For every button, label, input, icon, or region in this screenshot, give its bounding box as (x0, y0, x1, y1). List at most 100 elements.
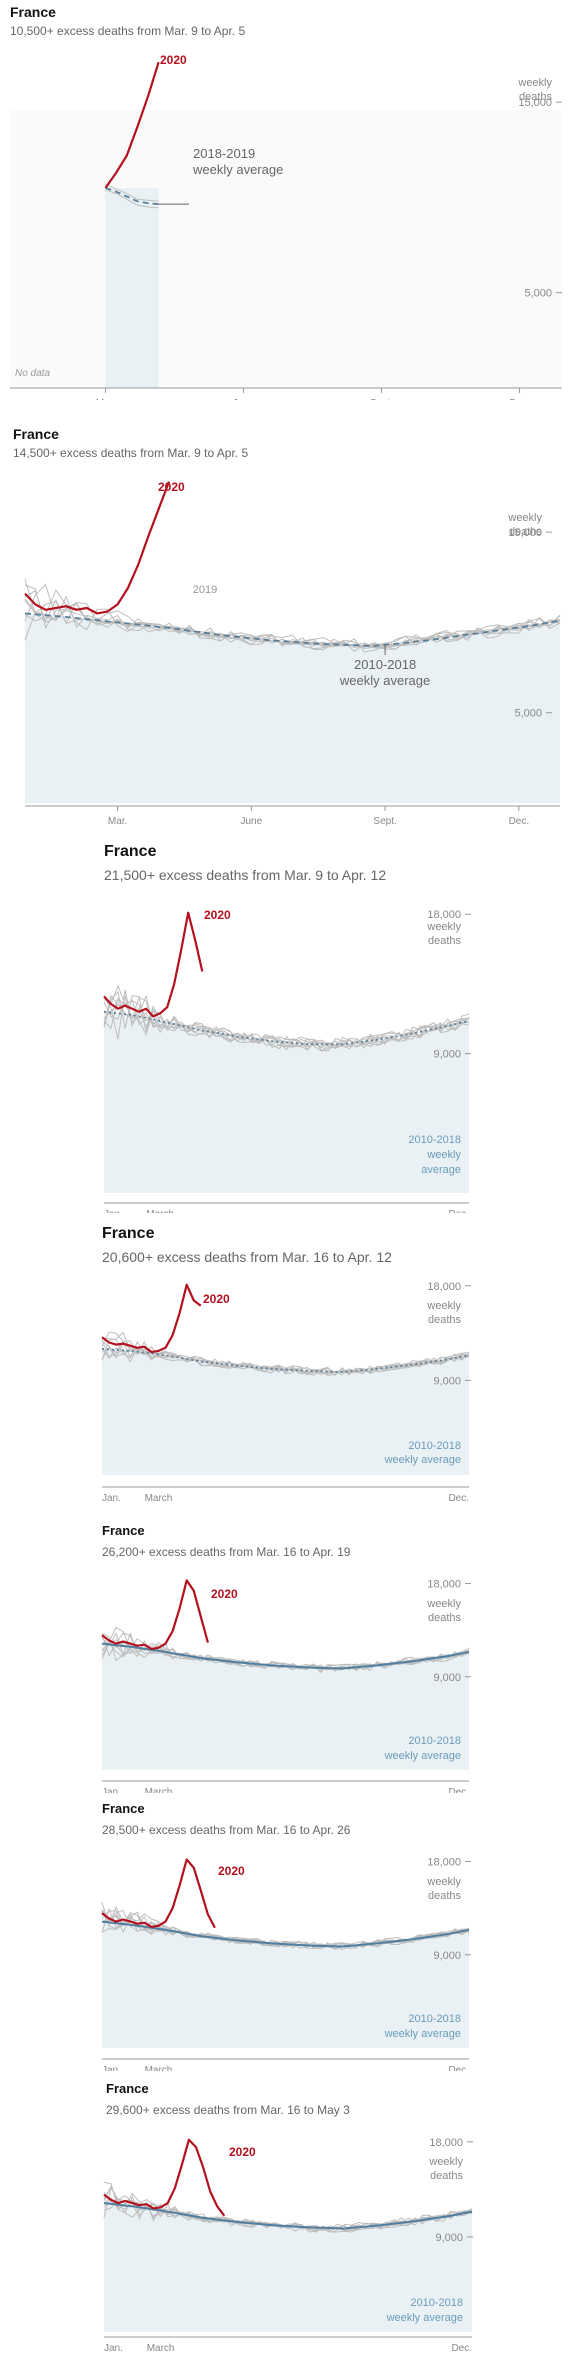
x-tick-label: Jan. (102, 2065, 121, 2071)
y-tick-label: 9,000 (433, 1672, 461, 1684)
year-2019-label: 2019 (193, 584, 217, 596)
x-tick-label: Dec. (448, 1787, 469, 1793)
y-tick-label: 15,000 (518, 97, 552, 109)
prior-year-line (103, 997, 470, 1050)
y-tick-label: 9,000 (435, 2232, 463, 2244)
chart-panel-6: France 28,500+ excess deaths from Mar. 1… (0, 1801, 574, 2071)
x-tick-label: Jan. (104, 1209, 123, 1213)
chart-4-plot: 18,000 9,000 weekly deaths 2020 2010-2018 week… (101, 1281, 471, 1504)
baseline-area (25, 613, 560, 803)
y-unit-label: deaths (428, 935, 462, 947)
baseline-average-line (101, 1920, 470, 1948)
y-unit-label: weekly (507, 512, 542, 524)
x-tick-label: March (145, 2065, 173, 2071)
baseline-label: 2010-2018 (410, 2297, 463, 2309)
baseline-label: weekly average (386, 2312, 463, 2324)
chart-panel-5: France 26,200+ excess deaths from Mar. 1… (0, 1523, 574, 1793)
chart-5-plot: 18,000 9,000 weekly deaths 2020 2010-2018 week… (101, 1579, 471, 1793)
prior-year-line (101, 1340, 470, 1376)
baseline-area (104, 1011, 469, 1193)
y-unit-label: deaths (428, 1612, 462, 1624)
chart-subtitle: 14,500+ excess deaths from Mar. 9 to Apr… (13, 446, 249, 460)
y-tick-label: 18,000 (429, 2137, 463, 2149)
x-tick-label: Sept. (370, 398, 393, 400)
prior-year-line (24, 600, 561, 650)
chart-title: France (102, 1523, 145, 1538)
series-2020-line (24, 481, 171, 615)
x-tick-label: Jan. (102, 1493, 121, 1504)
series-2020-label: 2020 (203, 1292, 230, 1306)
baseline-label: weekly average (384, 1454, 461, 1466)
series-2020-line (103, 911, 204, 1018)
chart-3-plot: 18,000 9,000 weekly deaths 2020 2010-2018 week… (103, 908, 471, 1213)
prior-year-line (105, 189, 159, 209)
series-2020-label: 2020 (158, 480, 185, 494)
x-tick-label: Mar. (108, 816, 127, 827)
x-tick-label: March (145, 1493, 173, 1504)
prior-year-line (105, 183, 159, 202)
series-2020-line (101, 1579, 209, 1650)
y-unit-label: deaths (428, 1314, 462, 1326)
baseline-average-line (103, 1010, 470, 1046)
y-tick-label: 18,000 (427, 909, 461, 921)
y-tick-label: 18,000 (427, 1579, 461, 1591)
y-unit-label: deaths (430, 2170, 464, 2182)
x-tick-label: Dec. (509, 816, 530, 827)
y-tick-label: 18,000 (427, 1281, 461, 1293)
x-tick-label: Sept. (373, 816, 396, 827)
no-data-region (10, 110, 562, 388)
series-2020-label: 2020 (229, 2145, 256, 2159)
chart-title: France (102, 1225, 155, 1242)
y-tick-label: 9,000 (433, 1375, 461, 1387)
y-tick-label: 18,000 (427, 1857, 461, 1869)
y-unit-label: weekly (428, 2156, 463, 2168)
chart-panel-7: France 29,600+ excess deaths from Mar. 1… (0, 2081, 574, 2353)
y-unit-label: weekly (517, 77, 552, 89)
baseline-label: 2010-2018 (408, 1735, 461, 1747)
no-data-label: No data (15, 368, 50, 379)
chart-title: France (102, 1801, 145, 1816)
chart-subtitle: 26,200+ excess deaths from Mar. 16 to Ap… (102, 1545, 351, 1559)
baseline-average-line (101, 1642, 470, 1670)
y-tick-label: 9,000 (433, 1049, 461, 1061)
prior-year-line (101, 1331, 470, 1376)
chart-subtitle: 28,500+ excess deaths from Mar. 16 to Ap… (102, 1823, 351, 1837)
y-tick-label: 5,000 (514, 708, 542, 720)
x-tick-label: Dec. (448, 1209, 469, 1213)
series-2020-label: 2020 (160, 53, 187, 67)
series-2020-label: 2020 (211, 1587, 238, 1601)
y-unit-label: deaths (428, 1890, 462, 1902)
series-2020-line (101, 1283, 202, 1354)
baseline-label: weekly average (384, 1750, 461, 1762)
y-unit-label: weekly (426, 921, 461, 933)
x-tick-label: March (147, 2343, 175, 2353)
baseline-label: weekly average (339, 673, 430, 688)
baseline-label: weekly average (384, 2028, 461, 2040)
x-tick-label: March (146, 1209, 174, 1213)
x-tick-label: Dec. (509, 398, 530, 400)
y-unit-label: deaths (519, 91, 553, 103)
x-tick-label: June (233, 398, 255, 400)
x-tick-label: Dec. (451, 2343, 472, 2353)
baseline-area (104, 2203, 472, 2332)
baseline-label: weekly average (192, 162, 283, 177)
chart-1-plot: No data 15,000 5,000 weekly deaths 2020 2018-2… (10, 53, 562, 400)
baseline-label: 2010-2018 (408, 1134, 461, 1146)
x-tick-label: Jan. (104, 2343, 123, 2353)
y-unit-label: deaths (509, 526, 543, 538)
chart-6-plot: 18,000 9,000 weekly deaths 2020 2010-2018 week… (101, 1857, 471, 2071)
series-2020-label: 2020 (218, 1864, 245, 1878)
y-unit-label: weekly (426, 1300, 461, 1312)
baseline-label: 2018-2019 (193, 146, 255, 161)
chart-subtitle: 20,600+ excess deaths from Mar. 16 to Ap… (102, 1249, 392, 1265)
baseline-average-line (103, 2202, 473, 2230)
baseline-area (102, 1643, 469, 1770)
x-tick-label: March (145, 1787, 173, 1793)
chart-panel-4: France 20,600+ excess deaths from Mar. 1… (0, 1225, 574, 1505)
x-tick-label: Dec. (448, 1493, 469, 1504)
series-2020-line (104, 61, 160, 189)
baseline-label: average (421, 1164, 461, 1176)
chart-7-plot: 18,000 9,000 weekly deaths 2020 2010-2018 week… (103, 2137, 473, 2353)
series-2020-line (101, 1858, 216, 1929)
chart-panel-2: France 14,500+ excess deaths from Mar. 9… (0, 423, 574, 833)
